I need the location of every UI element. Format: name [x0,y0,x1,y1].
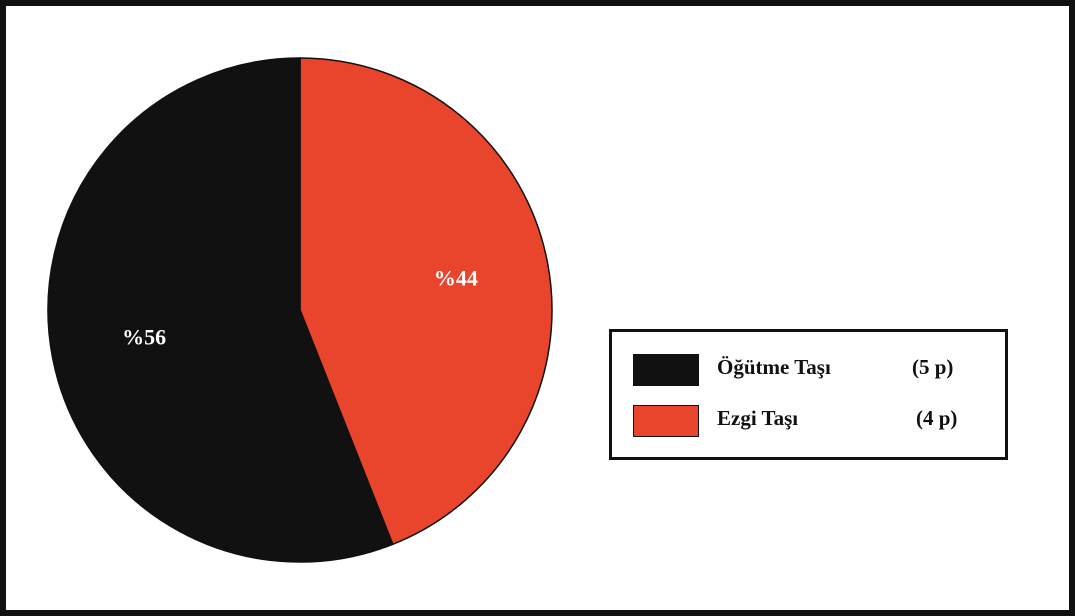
legend-count-ezgi-tasi: (4 p) [916,406,958,430]
legend-count-ogutme-tasi: (5 p) [912,355,954,379]
legend-label-ogutme-tasi: Öğütme Taşı [717,355,831,379]
pie-value-label-ogutme-tasi: %56 [122,325,166,350]
pie-slice-ezgi-tasi [299,57,553,546]
legend-swatch-ogutme-tasi [633,354,699,386]
legend-swatch-ezgi-tasi [633,405,699,437]
legend-item-ogutme-tasi: Öğütme Taşı (5 p) [633,354,993,388]
pie-slice-ogutme-tasi [47,57,394,563]
legend-item-ezgi-tasi: Ezgi Taşı (4 p) [633,405,993,439]
pie-chart: %44 %56 [47,57,553,563]
legend: Öğütme Taşı (5 p) Ezgi Taşı (4 p) [609,329,1008,460]
legend-label-ezgi-tasi: Ezgi Taşı [717,406,799,430]
pie-value-label-ezgi-tasi: %44 [434,265,478,290]
